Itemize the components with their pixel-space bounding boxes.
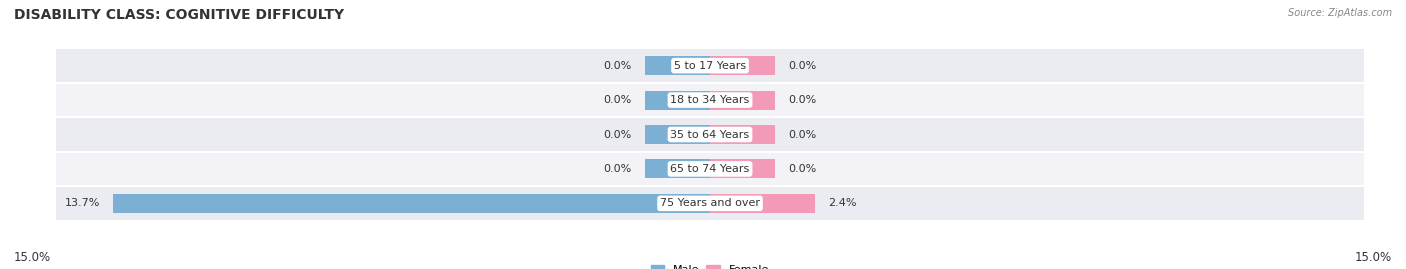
Bar [56,117,1364,152]
Bar [710,160,776,178]
Text: Source: ZipAtlas.com: Source: ZipAtlas.com [1288,8,1392,18]
Text: 0.0%: 0.0% [603,164,631,174]
Bar [644,160,710,178]
Bar [644,56,710,75]
Text: 0.0%: 0.0% [789,129,817,140]
Legend: Male, Female: Male, Female [651,265,769,269]
Text: 0.0%: 0.0% [603,61,631,71]
Bar [56,186,1364,221]
Bar [112,194,710,213]
Text: 15.0%: 15.0% [14,251,51,264]
Bar [644,125,710,144]
Text: 0.0%: 0.0% [603,129,631,140]
Bar [644,91,710,109]
Text: 18 to 34 Years: 18 to 34 Years [671,95,749,105]
Bar [56,83,1364,117]
Bar [56,152,1364,186]
Text: 2.4%: 2.4% [828,198,856,208]
Text: DISABILITY CLASS: COGNITIVE DIFFICULTY: DISABILITY CLASS: COGNITIVE DIFFICULTY [14,8,344,22]
Text: 0.0%: 0.0% [603,95,631,105]
Text: 15.0%: 15.0% [1355,251,1392,264]
Bar [56,48,1364,83]
Bar [710,56,776,75]
Bar [710,125,776,144]
Text: 5 to 17 Years: 5 to 17 Years [673,61,747,71]
Bar [710,91,776,109]
Bar [710,194,814,213]
Text: 0.0%: 0.0% [789,95,817,105]
Text: 35 to 64 Years: 35 to 64 Years [671,129,749,140]
Text: 13.7%: 13.7% [65,198,100,208]
Text: 65 to 74 Years: 65 to 74 Years [671,164,749,174]
Text: 75 Years and over: 75 Years and over [659,198,761,208]
Text: 0.0%: 0.0% [789,61,817,71]
Text: 0.0%: 0.0% [789,164,817,174]
